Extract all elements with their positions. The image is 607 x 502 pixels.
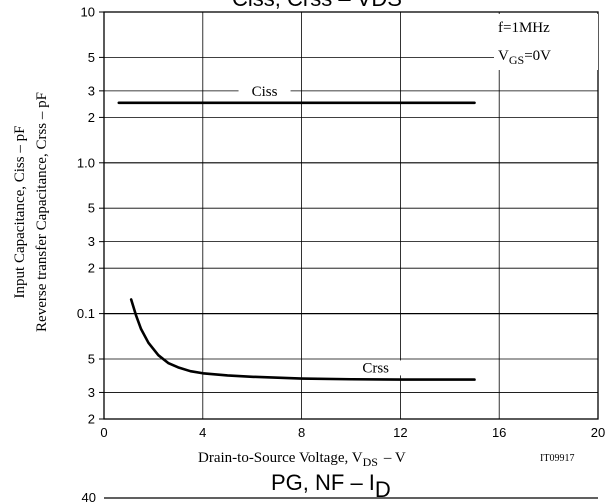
plot-border (103, 11, 599, 420)
next-chart-title: PG, NF – ID (271, 470, 391, 502)
conditions-box (494, 14, 598, 70)
figure-id: IT09917 (540, 453, 574, 464)
grid (104, 12, 598, 419)
x-tick-label: 12 (393, 425, 407, 440)
x-tick-label: 8 (298, 425, 305, 440)
y-tick-label: 1.0 (77, 155, 95, 170)
y-tick-label: 5 (88, 351, 95, 366)
x-tick-label: 16 (492, 425, 506, 440)
tick-labels: 0 4 8 12 16 20 10 5 3 2 1.0 5 3 2 0.1 5 3 2 (77, 5, 605, 441)
y-tick-label: 3 (88, 83, 95, 98)
plot-frame (103, 11, 599, 420)
condition-frequency: f=1MHz (498, 20, 550, 36)
series-label-bg (349, 360, 402, 376)
chart-title-partial: Ciss, Crss – VDS (232, 0, 402, 11)
y-tick-label: 5 (88, 201, 95, 216)
x-axis-label: Drain-to-Source Voltage, VDS – V (198, 450, 406, 469)
y-tick-label: 10 (81, 5, 95, 20)
series-group: Ciss Crss (117, 83, 476, 381)
y-tick-label: 2 (88, 261, 95, 276)
y-tick-label: 2 (88, 110, 95, 125)
y-axis-label-ciss: Input Capacitance, Ciss – pF (12, 126, 28, 299)
y-tick-label: 3 (88, 385, 95, 400)
x-tick-label: 20 (591, 425, 605, 440)
y-axis-label-crss: Reverse transfer Capacitance, Crss – pF (34, 92, 50, 332)
y-tick-label: 5 (88, 50, 95, 65)
next-chart-top-tick: 40 (82, 490, 96, 502)
series-label-ciss: Ciss (252, 84, 278, 100)
y-tick-label: 2 (88, 412, 95, 427)
series-label-bg (238, 83, 291, 99)
y-tick-label: 0.1 (77, 306, 95, 321)
y-tick-label: 3 (88, 234, 95, 249)
condition-vgs: VGS=0V (498, 48, 551, 67)
x-tick-label: 0 (100, 425, 107, 440)
series-line-crss (129, 298, 476, 381)
x-tick-label: 4 (199, 425, 206, 440)
series-label-crss: Crss (362, 360, 389, 376)
